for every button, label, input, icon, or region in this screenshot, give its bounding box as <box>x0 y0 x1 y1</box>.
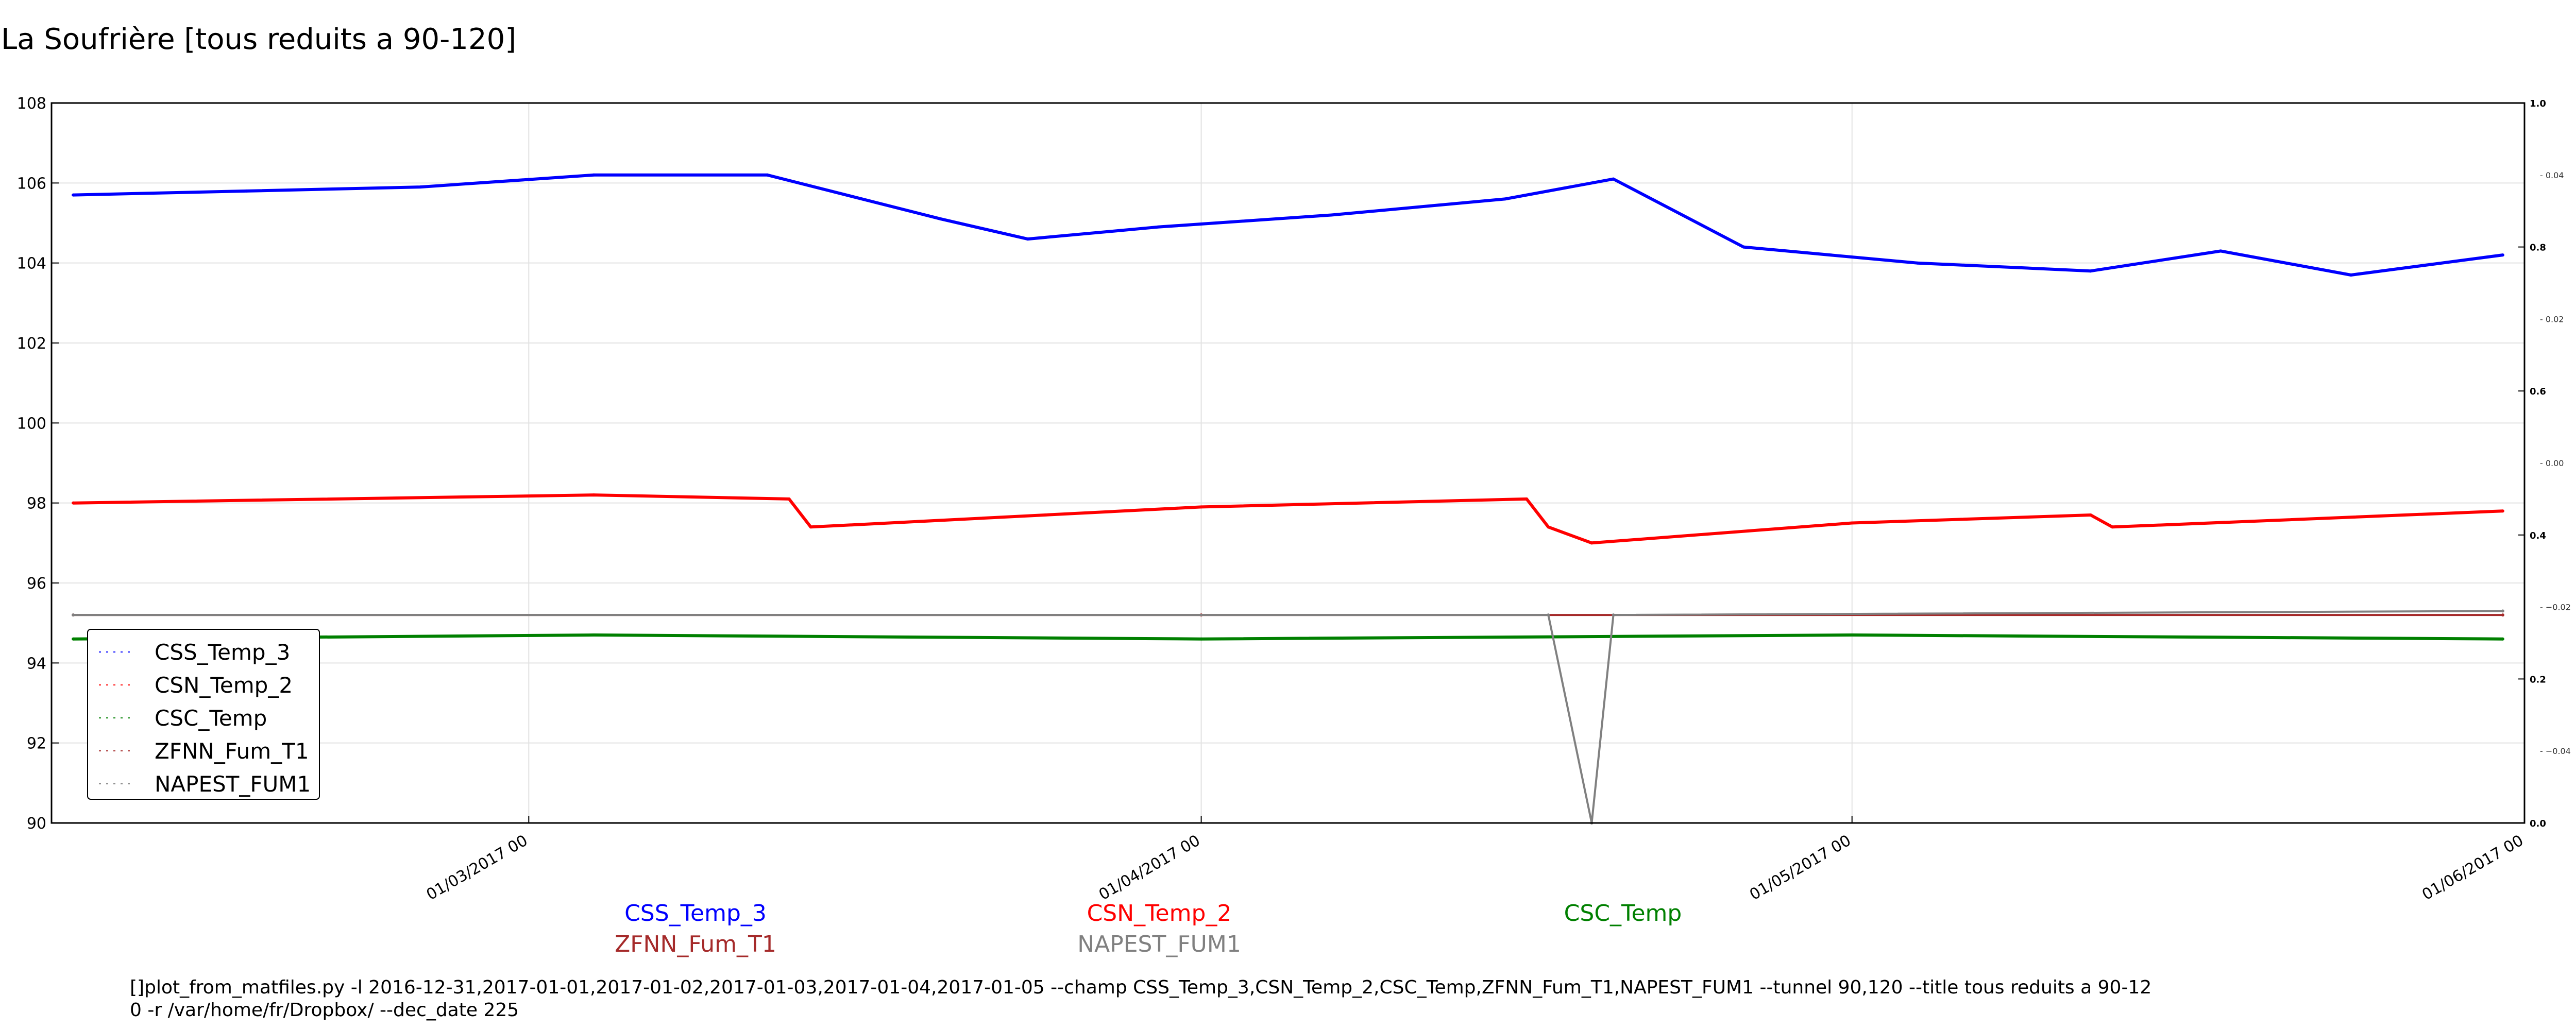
legend-label: NAPEST_FUM1 <box>155 771 311 797</box>
right-inner-tick-label: - −0.02 <box>2540 603 2571 612</box>
data-point <box>766 173 769 177</box>
bottom-label-csc-temp: CSC_Temp <box>1564 900 1682 926</box>
y-tick-label: 102 <box>17 335 46 353</box>
data-point <box>1850 521 1854 525</box>
legend-label: ZFNN_Fum_T1 <box>155 739 309 764</box>
data-point <box>1199 637 1203 641</box>
right-axis: 0.0 0.2 0.4 0.6 0.8 1.0 - −0.04 - −0.02 - 0.00 - … <box>2518 98 2571 829</box>
right-tick-label: 0.2 <box>2530 674 2546 685</box>
y-tick-label: 100 <box>17 415 46 433</box>
grid-lines <box>52 103 2525 823</box>
right-inner-tick-label: - 0.02 <box>2540 314 2564 324</box>
data-point <box>1156 225 1160 229</box>
data-point <box>2089 269 2092 273</box>
right-tick-label: 0.0 <box>2530 818 2546 829</box>
command-line-text: []plot_from_matfiles.py -l 2016-12-31,20… <box>130 977 2152 1021</box>
legend-label: CSS_Temp_3 <box>155 640 290 665</box>
series-line-csc-temp <box>73 633 2503 641</box>
data-point <box>72 613 75 617</box>
data-point <box>2501 253 2504 257</box>
data-point <box>939 217 943 221</box>
data-point <box>2219 249 2223 253</box>
data-point <box>1525 497 1529 501</box>
data-point <box>418 185 422 189</box>
data-point <box>592 633 596 637</box>
plot-frame <box>50 102 2526 824</box>
y-tick-label: 98 <box>27 495 46 513</box>
x-tick-label: 01/06/2017 00 <box>2419 832 2527 904</box>
data-point <box>72 637 75 641</box>
bottom-label-csn-temp-2: CSN_Temp_2 <box>1087 900 1232 926</box>
data-point <box>592 173 596 177</box>
series-line-css-temp-3 <box>73 173 2503 277</box>
y-axis: 90 92 94 96 98 100 102 104 106 108 <box>17 95 59 833</box>
data-point <box>1547 613 1550 617</box>
series-line-napest-fum1 <box>73 610 2503 824</box>
y-tick-label: 94 <box>27 655 46 673</box>
data-point <box>2111 525 2114 529</box>
legend-label: CSC_Temp <box>155 706 267 731</box>
data-point <box>1742 245 1745 249</box>
y-tick-label: 96 <box>27 575 46 593</box>
legend-box <box>87 629 320 800</box>
y-tick-label: 106 <box>17 175 46 193</box>
data-point <box>2501 609 2504 613</box>
series-layer <box>72 173 2504 825</box>
data-point <box>592 493 596 497</box>
right-tick-label: 0.8 <box>2530 243 2546 253</box>
data-point <box>2501 613 2504 617</box>
bottom-label-zfnn-fum-t1: ZFNN_Fum_T1 <box>615 931 776 957</box>
right-tick-label: 0.4 <box>2530 530 2546 541</box>
data-point <box>1612 613 1615 617</box>
data-point <box>1590 541 1594 545</box>
data-point <box>245 189 248 193</box>
data-point <box>1547 525 1550 529</box>
legend-label: CSN_Temp_2 <box>155 673 293 698</box>
series-line-csn-temp-2 <box>73 493 2503 545</box>
right-inner-tick-label: - −0.04 <box>2540 746 2571 756</box>
data-point <box>2501 637 2504 641</box>
data-point <box>1330 213 1333 217</box>
data-point <box>787 497 791 501</box>
data-point <box>1026 237 1029 241</box>
y-tick-label: 90 <box>27 815 46 833</box>
data-point <box>1199 505 1203 509</box>
data-point <box>1850 633 1854 637</box>
x-tick-label: 01/03/2017 00 <box>423 832 531 904</box>
chart-title: La Soufrière [tous reduits a 90-120] <box>1 23 517 56</box>
data-point <box>2349 273 2353 277</box>
data-point <box>809 525 812 529</box>
data-point <box>2089 513 2092 517</box>
right-tick-label: 1.0 <box>2530 98 2546 109</box>
right-inner-tick-label: - 0.04 <box>2540 170 2564 180</box>
y-tick-label: 104 <box>17 255 46 273</box>
bottom-label-napest-fum1: NAPEST_FUM1 <box>1077 931 1241 957</box>
data-point <box>1612 177 1615 181</box>
data-point <box>1503 197 1507 201</box>
right-tick-label: 0.6 <box>2530 386 2546 397</box>
y-tick-label: 108 <box>17 95 46 113</box>
data-point <box>2501 509 2504 513</box>
data-point <box>72 193 75 197</box>
data-point <box>1916 261 1919 265</box>
x-tick-label: 01/05/2017 00 <box>1747 832 1854 904</box>
legend: CSS_Temp_3 CSN_Temp_2 CSC_Temp ZFNN_Fum_T1 N… <box>87 629 320 800</box>
x-axis: 01/03/2017 00 01/04/2017 00 01/05/2017 00 0… <box>423 816 2527 904</box>
data-point <box>72 501 75 505</box>
y-tick-label: 92 <box>27 735 46 753</box>
right-inner-tick-label: - 0.00 <box>2540 458 2564 468</box>
x-tick-label: 01/04/2017 00 <box>1096 832 1204 904</box>
bottom-label-css-temp-3: CSS_Temp_3 <box>624 900 767 926</box>
